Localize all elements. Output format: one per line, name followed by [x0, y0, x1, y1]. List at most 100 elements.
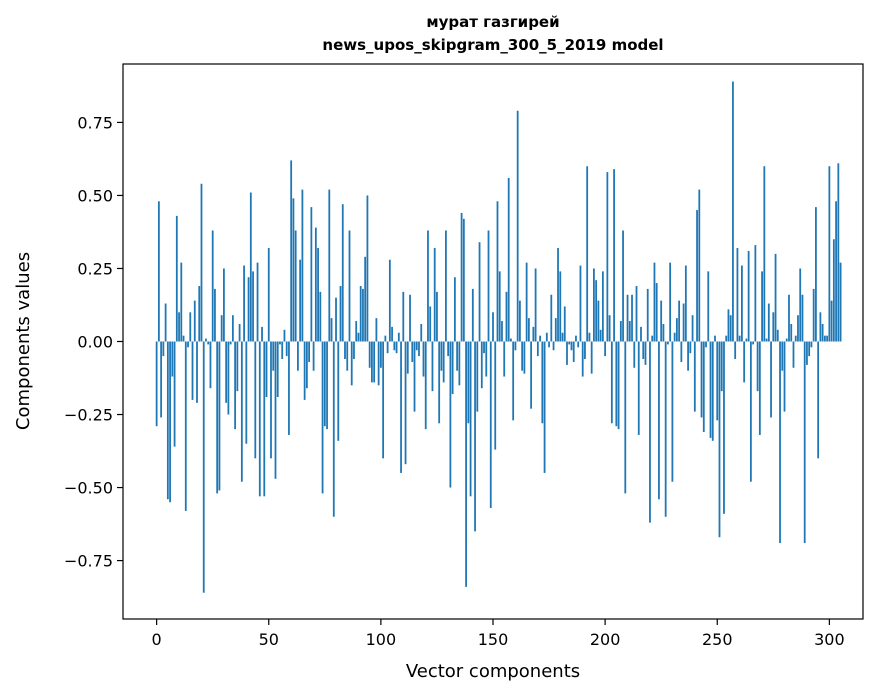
bar-272 [765, 338, 768, 342]
bar-33 [229, 341, 232, 345]
bar-231 [673, 332, 676, 342]
bar-78 [330, 318, 333, 342]
bar-97 [373, 341, 376, 383]
bar-110 [402, 291, 405, 342]
bar-11 [180, 262, 183, 342]
bar-24 [209, 341, 212, 389]
bar-298 [823, 335, 826, 342]
bar-123 [431, 341, 434, 392]
bar-118 [420, 323, 423, 342]
bar-116 [415, 341, 418, 351]
bar-62 [294, 230, 297, 342]
bar-87 [350, 341, 353, 386]
bar-81 [337, 341, 340, 441]
bar-260 [738, 335, 741, 342]
x-tick-label: 100 [366, 630, 397, 649]
bar-265 [749, 341, 752, 482]
bar-19 [198, 286, 201, 342]
bar-302 [832, 239, 835, 342]
bar-98 [375, 318, 378, 342]
bar-235 [682, 303, 685, 342]
bar-253 [723, 341, 725, 514]
bar-250 [716, 341, 719, 421]
bar-15 [189, 312, 192, 342]
bar-73 [319, 291, 322, 342]
bar-105 [391, 326, 393, 342]
bar-77 [328, 189, 331, 342]
bar-79 [332, 341, 335, 517]
bar-296 [819, 312, 822, 342]
bar-104 [388, 259, 391, 342]
bar-236 [684, 265, 687, 342]
bar-61 [292, 198, 295, 342]
bar-111 [404, 341, 407, 465]
bar-213 [633, 341, 636, 368]
bar-90 [357, 332, 360, 342]
bar-63 [297, 341, 299, 371]
bar-243 [700, 341, 703, 418]
bar-83 [341, 204, 344, 342]
bar-161 [516, 110, 519, 342]
bar-207 [619, 321, 622, 342]
bar-126 [438, 341, 441, 424]
bar-197 [597, 300, 600, 342]
bar-163 [521, 341, 524, 371]
bar-5 [166, 341, 169, 500]
bar-291 [808, 341, 811, 357]
bar-284 [792, 341, 795, 368]
x-tick-label: 200 [590, 630, 621, 649]
bar-59 [288, 341, 290, 435]
bar-142 [474, 341, 476, 532]
bar-29 [220, 315, 223, 342]
bar-210 [626, 294, 629, 342]
bar-135 [458, 341, 461, 386]
bar-102 [384, 335, 387, 342]
bar-164 [523, 341, 526, 374]
bar-303 [835, 201, 837, 342]
bar-145 [480, 341, 483, 389]
y-tick-label: −0.50 [64, 479, 113, 498]
bar-211 [628, 321, 631, 342]
bar-132 [451, 341, 454, 395]
bar-219 [646, 288, 649, 342]
bar-239 [691, 315, 694, 342]
bar-268 [756, 341, 759, 392]
bar-149 [489, 341, 492, 508]
bar-203 [610, 341, 613, 424]
bar-225 [660, 300, 663, 342]
bar-84 [344, 341, 346, 360]
bar-248 [711, 341, 714, 441]
bar-8 [173, 341, 176, 447]
y-tick-label: 0.75 [77, 113, 113, 132]
bar-230 [671, 341, 674, 482]
bar-25 [211, 230, 214, 342]
bar-43 [252, 271, 254, 342]
bar-279 [781, 341, 784, 371]
bar-267 [754, 245, 757, 342]
bar-218 [644, 341, 647, 365]
bar-276 [774, 253, 777, 342]
y-tick-label: −0.75 [64, 552, 113, 571]
y-tick-label: 0.25 [77, 259, 113, 278]
bar-128 [442, 341, 445, 383]
bar-215 [637, 341, 640, 435]
bar-70 [312, 341, 315, 371]
bar-93 [364, 256, 367, 342]
bar-131 [449, 341, 452, 488]
bar-76 [326, 341, 328, 430]
bar-96 [371, 341, 373, 383]
bar-199 [601, 271, 604, 342]
bar-212 [631, 294, 633, 342]
bar-37 [238, 323, 241, 342]
bar-103 [386, 341, 389, 354]
bar-9 [175, 215, 178, 342]
bar-252 [720, 341, 723, 392]
bar-92 [362, 288, 364, 342]
bar-285 [794, 335, 797, 342]
bar-167 [530, 341, 533, 409]
bar-192 [586, 166, 589, 342]
bar-216 [640, 326, 642, 342]
bar-60 [290, 160, 293, 342]
bar-31 [225, 341, 228, 403]
bar-170 [536, 341, 539, 357]
